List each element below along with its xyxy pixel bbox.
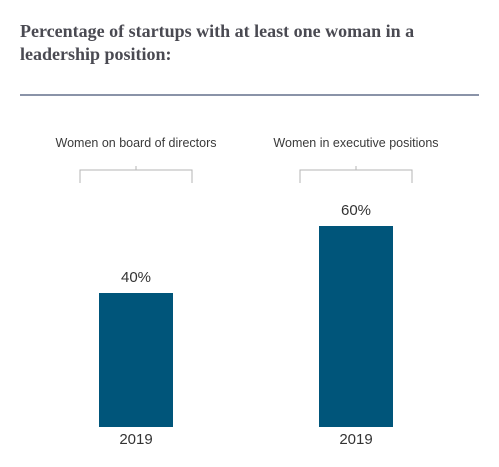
bar xyxy=(319,226,393,427)
x-tick-label: 2019 xyxy=(119,431,152,448)
group-bracket xyxy=(299,166,413,183)
data-label: 60% xyxy=(341,202,371,219)
bar xyxy=(99,293,173,427)
group-label: Women on board of directors xyxy=(56,136,217,150)
title-divider xyxy=(20,94,479,96)
group-bracket xyxy=(79,166,193,183)
data-label: 40% xyxy=(121,269,151,286)
x-tick-label: 2019 xyxy=(339,431,372,448)
group-label: Women in executive positions xyxy=(273,136,438,150)
chart-title: Percentage of startups with at least one… xyxy=(20,21,415,64)
